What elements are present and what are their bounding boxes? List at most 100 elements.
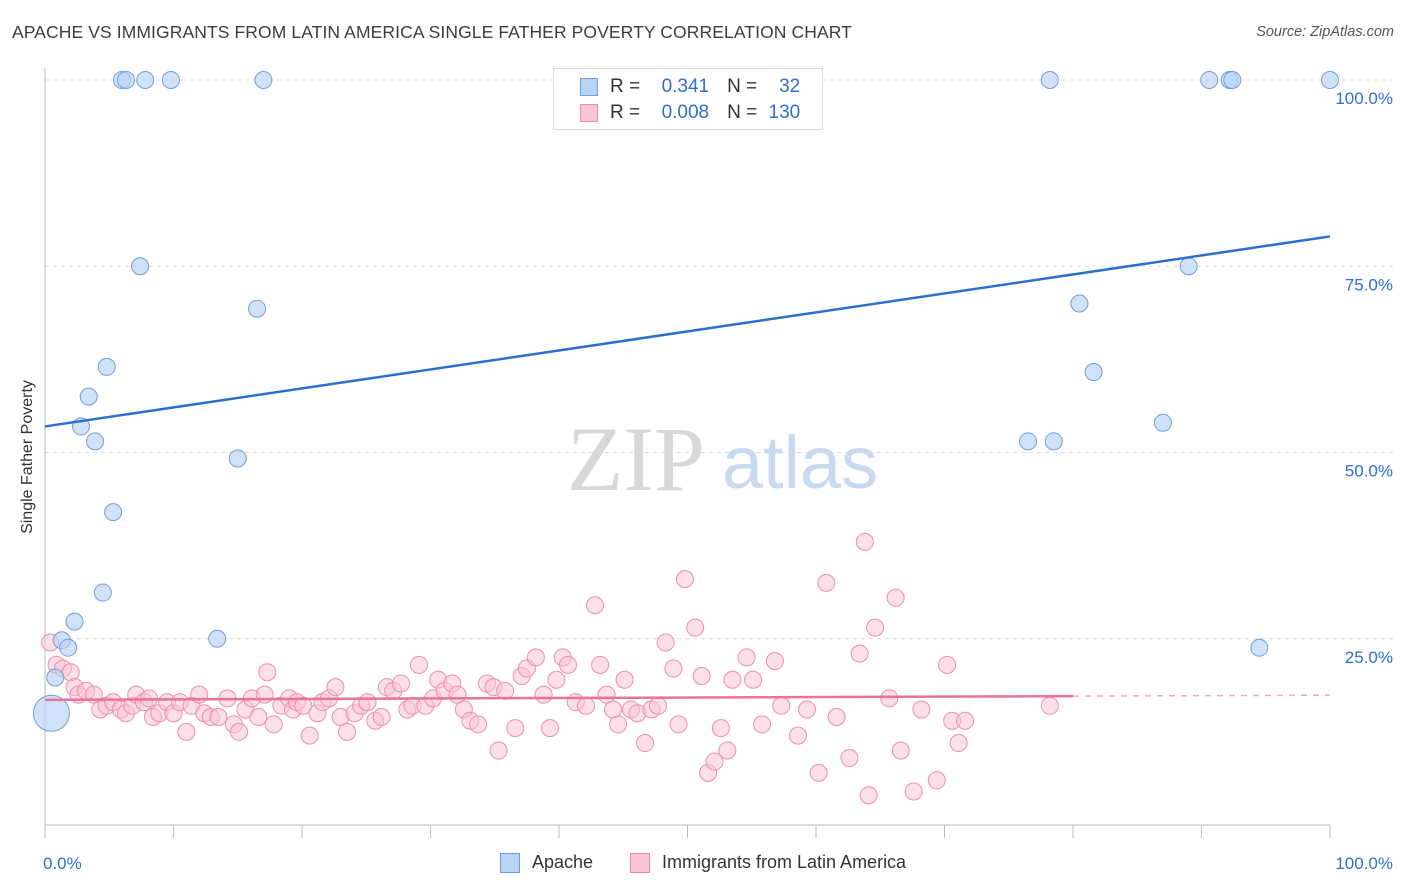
latin-point [489, 741, 508, 760]
latin-point [705, 752, 724, 771]
latin-point [656, 633, 675, 652]
apache-point [97, 357, 116, 376]
latin-point [591, 655, 610, 674]
latin-point [765, 652, 784, 671]
latin-point [956, 711, 975, 730]
latin-point [230, 722, 249, 741]
latin-point [686, 618, 705, 637]
latin-point [636, 734, 655, 753]
legend-row-latin: R = 0.008 N = 130 [580, 102, 800, 124]
n-label: N = [727, 76, 758, 97]
apache-point [104, 503, 123, 522]
apache-point [1044, 432, 1063, 451]
latin-point [891, 741, 910, 760]
tick-labels: 25.0% 50.0% 75.0% 100.0% 0.0% 100.0% [43, 89, 1393, 873]
apache-point [248, 299, 267, 318]
legend-row-apache: R = 0.341 N = 32 [580, 76, 800, 98]
latin-point [817, 573, 836, 592]
apache-point [59, 638, 78, 657]
latin-swatch [580, 104, 598, 122]
latin-point [541, 719, 560, 738]
latin-point [1040, 696, 1059, 715]
latin-point [326, 678, 345, 697]
watermark-atlas: atlas [722, 421, 878, 504]
latin-point [927, 771, 946, 790]
latin-america-points [41, 532, 1059, 805]
latin-point [609, 715, 628, 734]
latin-point [576, 696, 595, 715]
r-value: 0.341 [661, 76, 710, 97]
legend-item-apache: Apache [500, 852, 593, 873]
apache-points [32, 71, 1339, 732]
y-tick-label: 75.0% [1345, 275, 1393, 294]
latin-point [177, 722, 196, 741]
latin-point [469, 715, 488, 734]
latin-point [190, 685, 209, 704]
latin-point [798, 700, 817, 719]
r-label: R = [610, 102, 641, 123]
latin-point [675, 570, 694, 589]
apache-point [1084, 363, 1103, 382]
latin-point [648, 696, 667, 715]
grid-lines [45, 79, 1395, 640]
latin-point [840, 748, 859, 767]
latin-point [718, 741, 737, 760]
apache-point [1223, 71, 1242, 89]
r-value: 0.008 [661, 102, 710, 123]
latin-point [938, 655, 957, 674]
legend-item-latin: Immigrants from Latin America [630, 852, 906, 873]
latin-point [859, 786, 878, 805]
apache-point [79, 387, 98, 406]
watermark-zip: ZIP [567, 408, 705, 510]
latin-point [866, 618, 885, 637]
apache-point [1179, 257, 1198, 276]
legend-label-latin: Immigrants from Latin America [662, 852, 907, 872]
apache-point [136, 71, 155, 89]
latin-point [258, 663, 277, 682]
latin-point [249, 707, 268, 726]
latin-point [855, 532, 874, 551]
latin-point [753, 715, 772, 734]
latin-point [585, 596, 604, 615]
apache-point [161, 71, 180, 89]
latin-point [300, 726, 319, 745]
latin-point [534, 685, 553, 704]
trend-lines [44, 235, 1331, 702]
apache-point [86, 432, 105, 451]
latin-point [912, 700, 931, 719]
legend-label-apache: Apache [532, 852, 594, 872]
watermark: ZIP atlas [567, 408, 878, 510]
apache-swatch [580, 78, 598, 96]
latin-trend-line [44, 694, 1074, 702]
y-tick-label: 50.0% [1345, 462, 1393, 481]
latin-point [558, 655, 577, 674]
latin-point [850, 644, 869, 663]
latin-point [744, 670, 763, 689]
latin-point [615, 670, 634, 689]
n-value: 32 [779, 76, 801, 97]
apache-point [1321, 71, 1339, 89]
apache-point [93, 583, 112, 602]
latin-point [372, 707, 391, 726]
n-label: N = [727, 102, 758, 123]
latin-point [506, 719, 525, 738]
apache-point [1250, 638, 1269, 657]
series-legend: Apache Immigrants from Latin America [0, 852, 1406, 878]
latin-point [337, 722, 356, 741]
n-value: 130 [768, 102, 801, 123]
latin-point [358, 693, 377, 712]
latin-point [723, 670, 742, 689]
latin-trend-extension [1072, 694, 1331, 697]
latin-point [669, 715, 688, 734]
latin-point [772, 696, 791, 715]
latin-point [255, 685, 274, 704]
latin-point [664, 659, 683, 678]
apache-legend-swatch [500, 852, 520, 873]
latin-point [737, 648, 756, 667]
apache-point [208, 629, 227, 648]
latin-point [809, 763, 828, 782]
apache-point [116, 71, 135, 89]
apache-point [228, 449, 247, 468]
x-tick-label: 0.0% [43, 854, 82, 873]
latin-point [294, 696, 313, 715]
